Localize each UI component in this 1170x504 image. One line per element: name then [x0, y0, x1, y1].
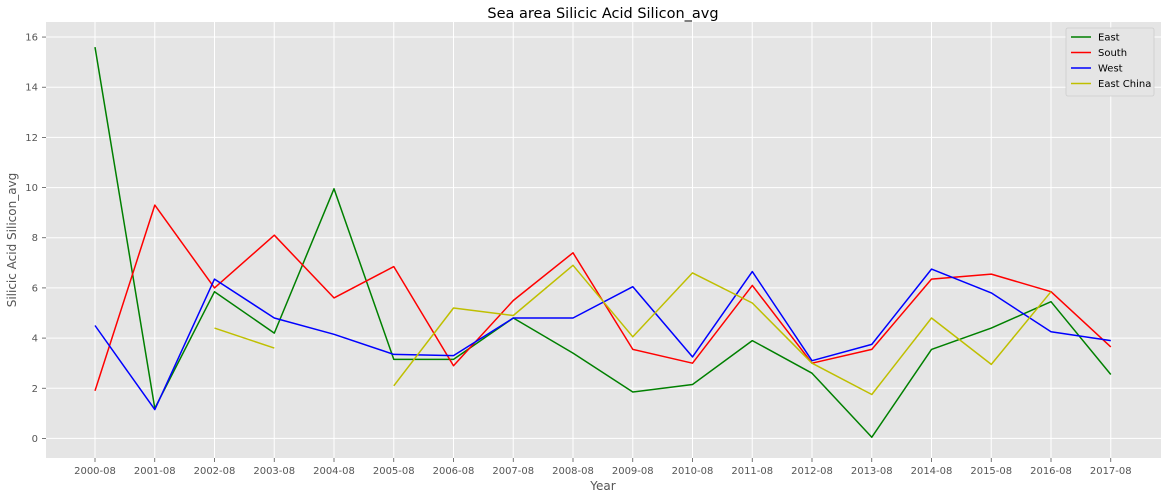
- x-tick-label: 2015-08: [970, 466, 1012, 477]
- y-tick-label: 8: [32, 233, 38, 244]
- x-tick-label: 2006-08: [433, 466, 475, 477]
- legend-label-east-china: East China: [1098, 79, 1151, 90]
- grid: [46, 22, 1161, 458]
- y-tick-label: 12: [25, 133, 38, 144]
- series-line-east: [94, 46, 1112, 438]
- x-tick-label: 2008-08: [552, 466, 594, 477]
- x-tick-label: 2011-08: [731, 466, 773, 477]
- y-tick-label: 16: [25, 33, 38, 44]
- x-tick-label: 2001-08: [134, 466, 176, 477]
- y-tick-label: 6: [32, 283, 38, 294]
- x-axis-title: Year: [589, 479, 615, 493]
- x-tick-label: 2003-08: [253, 466, 295, 477]
- x-tick-label: 2017-08: [1090, 466, 1132, 477]
- x-tick-label: 2010-08: [672, 466, 714, 477]
- x-tick-label: 2004-08: [313, 466, 355, 477]
- x-tick-label: 2016-08: [1030, 466, 1072, 477]
- legend-box: [1065, 27, 1155, 97]
- legend-label-south: South: [1098, 48, 1127, 59]
- legend-label-east: East: [1098, 33, 1120, 44]
- x-tick-label: 2007-08: [492, 466, 534, 477]
- x-tick-label: 2005-08: [373, 466, 415, 477]
- y-axis-ticks: 0 2 4 6 8 10 12 14 16: [25, 33, 46, 445]
- series-line-west: [94, 268, 1111, 411]
- y-tick-label: 10: [25, 183, 38, 194]
- series-line-east-china: [393, 264, 1052, 396]
- x-tick-label: 2002-08: [194, 466, 236, 477]
- series-lines: [94, 46, 1112, 438]
- x-tick-label: 2012-08: [791, 466, 833, 477]
- legend-label-west: West: [1098, 64, 1123, 75]
- chart-title: Sea area Silicic Acid Silicon_avg: [487, 6, 718, 22]
- y-tick-label: 0: [32, 434, 38, 445]
- x-tick-label: 2013-08: [851, 466, 893, 477]
- y-axis-title: Silicic Acid Silicon_avg: [5, 173, 19, 308]
- y-tick-label: 2: [32, 384, 38, 395]
- legend: East South West East China: [1065, 27, 1155, 97]
- x-axis-ticks: 2000-08 2001-08 2002-08 2003-08 2004-08 2005-…: [74, 458, 1132, 477]
- y-tick-label: 14: [25, 83, 38, 94]
- x-tick-label: 2000-08: [74, 466, 116, 477]
- series-line-east-china: [214, 327, 275, 349]
- y-tick-label: 4: [32, 334, 38, 345]
- x-tick-label: 2009-08: [612, 466, 654, 477]
- x-tick-label: 2014-08: [911, 466, 953, 477]
- plot-background: [46, 22, 1161, 458]
